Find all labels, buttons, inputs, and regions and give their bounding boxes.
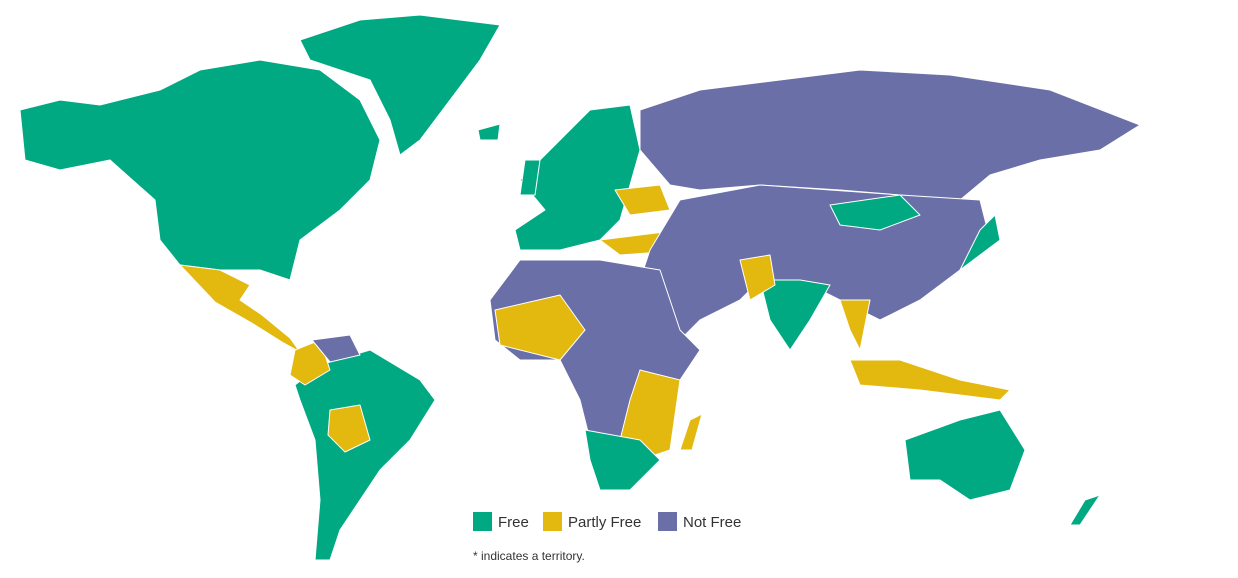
legend-label: Partly Free	[568, 514, 641, 531]
north-america	[19, 59, 381, 281]
indonesia	[849, 359, 1011, 401]
regions	[19, 14, 1141, 561]
australia	[904, 409, 1026, 501]
legend-swatch	[473, 512, 492, 531]
russia	[639, 69, 1141, 201]
legend: Free Partly Free Not Free	[473, 512, 741, 531]
territory-note: * indicates a territory.	[473, 549, 585, 563]
legend-swatch	[658, 512, 677, 531]
venezuela	[311, 334, 361, 363]
southern-africa	[584, 429, 661, 491]
west-africa	[494, 294, 586, 361]
ukraine	[614, 184, 671, 216]
greenland	[299, 14, 501, 156]
legend-label: Not Free	[683, 514, 741, 531]
japan	[959, 214, 1001, 271]
europe	[514, 104, 641, 251]
legend-label: Free	[498, 514, 529, 531]
pakistan	[739, 254, 776, 301]
mongolia	[829, 194, 921, 231]
asia	[639, 184, 991, 341]
new-zealand	[1069, 494, 1101, 526]
south-america	[294, 349, 436, 561]
united-kingdom	[519, 159, 541, 196]
madagascar	[679, 413, 703, 451]
india	[759, 279, 831, 351]
bolivia	[327, 404, 371, 453]
legend-swatch	[543, 512, 562, 531]
iceland	[477, 123, 501, 141]
mexico-central-america	[179, 264, 301, 353]
southeast-asia	[839, 299, 871, 351]
